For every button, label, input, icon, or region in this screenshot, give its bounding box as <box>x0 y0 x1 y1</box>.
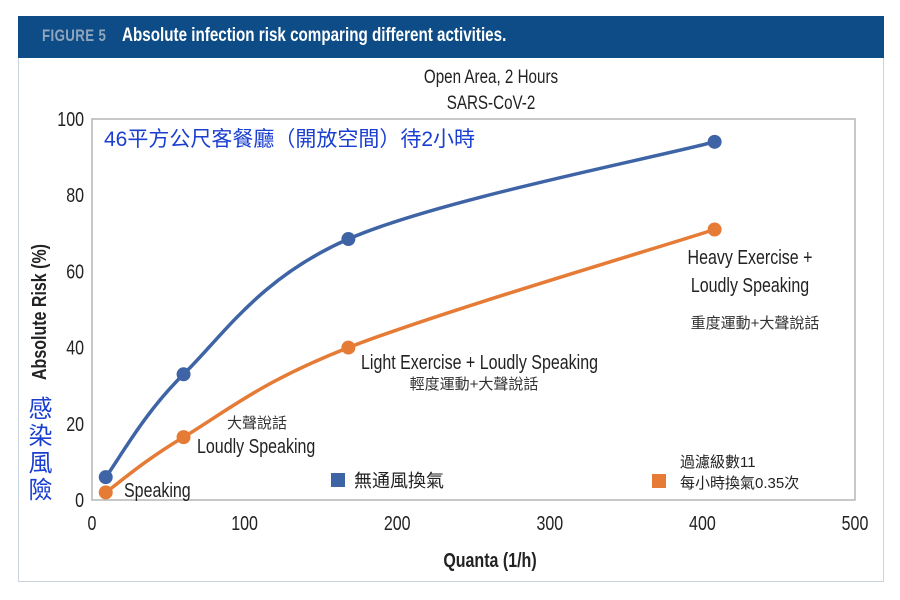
data-point-1 <box>341 340 356 355</box>
y-tick-label: 100 <box>57 108 84 130</box>
x-tick-label: 300 <box>536 512 563 534</box>
data-point-0 <box>707 134 722 149</box>
data-point-0 <box>98 470 113 485</box>
x-tick-label: 400 <box>689 512 716 534</box>
legend-swatch-1 <box>652 474 666 488</box>
y-tick-label: 0 <box>75 489 84 511</box>
annotation-heavy-exercise-2: Loudly Speaking <box>691 274 809 296</box>
y-tick-label: 80 <box>66 185 84 207</box>
data-point-1 <box>98 485 113 500</box>
x-tick-label: 0 <box>88 512 97 534</box>
annotation-heavy-exercise-1: Heavy Exercise + <box>688 246 813 268</box>
chart-subtitle: 46平方公尺客餐廳（開放空間）待2小時 <box>104 128 475 151</box>
legend-label-1-line1: 過濾級數11 <box>680 454 756 471</box>
series-line-0 <box>104 140 716 479</box>
data-point-0 <box>176 367 191 382</box>
y-axis-label: Absolute Risk (%) <box>28 244 50 380</box>
y-axis-label-zh: 感染風險 <box>24 396 52 504</box>
annotation-loudly: Loudly Speaking <box>197 435 315 457</box>
legend-label-0: 無通風換氣 <box>354 471 444 491</box>
annotation-loudly-zh: 大聲說話 <box>227 415 287 432</box>
annotation-heavy-exercise-zh: 重度運動+大聲說話 <box>691 315 820 332</box>
y-tick-label: 40 <box>66 337 84 359</box>
annotation-light-exercise-zh: 輕度運動+大聲說話 <box>410 376 539 393</box>
annotation-light-exercise: Light Exercise + Loudly Speaking <box>361 351 598 373</box>
plot-area <box>91 118 856 501</box>
x-tick-label: 200 <box>384 512 411 534</box>
legend-swatch-0 <box>331 473 345 487</box>
x-tick-label: 500 <box>842 512 869 534</box>
y-tick-label: 20 <box>66 413 84 435</box>
figure-header: FIGURE 5 Absolute infection risk compari… <box>18 16 884 58</box>
y-tick-label: 60 <box>66 261 84 283</box>
chart-title-line2: SARS-CoV-2 <box>447 91 536 113</box>
x-axis-label: Quanta (1/h) <box>443 549 536 571</box>
data-point-0 <box>341 232 356 247</box>
figure-title: Absolute infection risk comparing differ… <box>122 25 507 46</box>
legend-label-1-line2: 每小時換氣0.35次 <box>680 475 799 492</box>
figure-label: FIGURE 5 <box>42 26 107 45</box>
series-line-1 <box>104 227 716 494</box>
data-point-1 <box>707 222 722 237</box>
data-point-1 <box>176 430 191 445</box>
x-tick-label: 100 <box>231 512 258 534</box>
annotation-speaking: Speaking <box>124 479 191 501</box>
chart-title-line1: Open Area, 2 Hours <box>424 65 558 87</box>
